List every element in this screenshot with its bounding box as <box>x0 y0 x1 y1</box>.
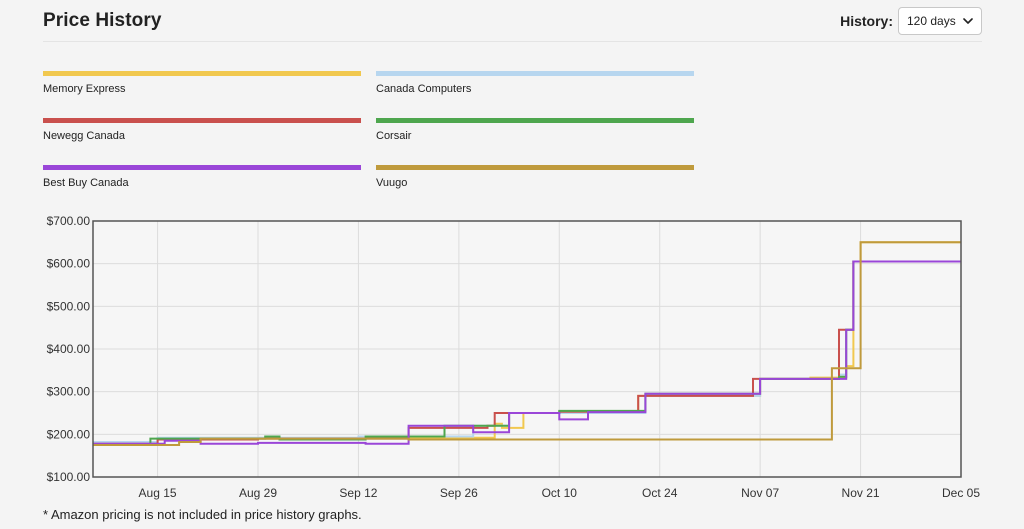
y-tick-label: $200.00 <box>47 427 91 441</box>
legend-swatch <box>43 71 361 76</box>
footnote: * Amazon pricing is not included in pric… <box>43 507 362 522</box>
legend-swatch <box>376 118 694 123</box>
x-tick-label: Oct 10 <box>542 486 578 500</box>
x-tick-label: Aug 15 <box>139 486 177 500</box>
history-range-select[interactable]: 120 days <box>898 7 982 35</box>
x-tick-label: Oct 24 <box>642 486 678 500</box>
y-tick-label: $700.00 <box>47 214 91 228</box>
x-tick-label: Sep 26 <box>440 486 478 500</box>
series-line-vuugo <box>93 241 961 446</box>
legend-item-newegg-canada[interactable]: Newegg Canada <box>43 118 361 148</box>
legend-swatch <box>376 71 694 76</box>
series-group <box>93 241 961 446</box>
legend-item-vuugo[interactable]: Vuugo <box>376 165 694 195</box>
history-label: History: <box>840 13 893 29</box>
legend-label: Vuugo <box>376 177 408 189</box>
x-tick-label: Sep 12 <box>339 486 377 500</box>
header-divider <box>43 41 982 42</box>
x-tick-label: Nov 21 <box>842 486 880 500</box>
y-tick-label: $100.00 <box>47 470 91 484</box>
history-control: History: 120 days <box>840 7 982 35</box>
legend-item-corsair[interactable]: Corsair <box>376 118 694 148</box>
chevron-down-icon <box>963 18 973 24</box>
x-tick-label: Dec 05 <box>942 486 980 500</box>
y-tick-label: $400.00 <box>47 342 91 356</box>
y-tick-label: $600.00 <box>47 257 91 271</box>
legend-swatch <box>376 165 694 170</box>
legend-item-canada-computers[interactable]: Canada Computers <box>376 71 694 101</box>
plot-border <box>92 220 962 478</box>
x-tick-label: Aug 29 <box>239 486 277 500</box>
y-tick-label: $500.00 <box>47 299 91 313</box>
history-range-value: 120 days <box>907 14 956 28</box>
legend-label: Newegg Canada <box>43 130 125 142</box>
page-title: Price History <box>43 10 162 31</box>
x-tick-label: Nov 07 <box>741 486 779 500</box>
legend-swatch <box>43 165 361 170</box>
y-tick-label: $300.00 <box>47 385 91 399</box>
legend-label: Memory Express <box>43 83 126 95</box>
legend-label: Corsair <box>376 130 412 142</box>
series-line-best-buy-canada <box>93 260 961 445</box>
legend-swatch <box>43 118 361 123</box>
legend-item-memory-express[interactable]: Memory Express <box>43 71 361 101</box>
legend-label: Canada Computers <box>376 83 472 95</box>
legend-label: Best Buy Canada <box>43 177 129 189</box>
legend-item-best-buy-canada[interactable]: Best Buy Canada <box>43 165 361 195</box>
